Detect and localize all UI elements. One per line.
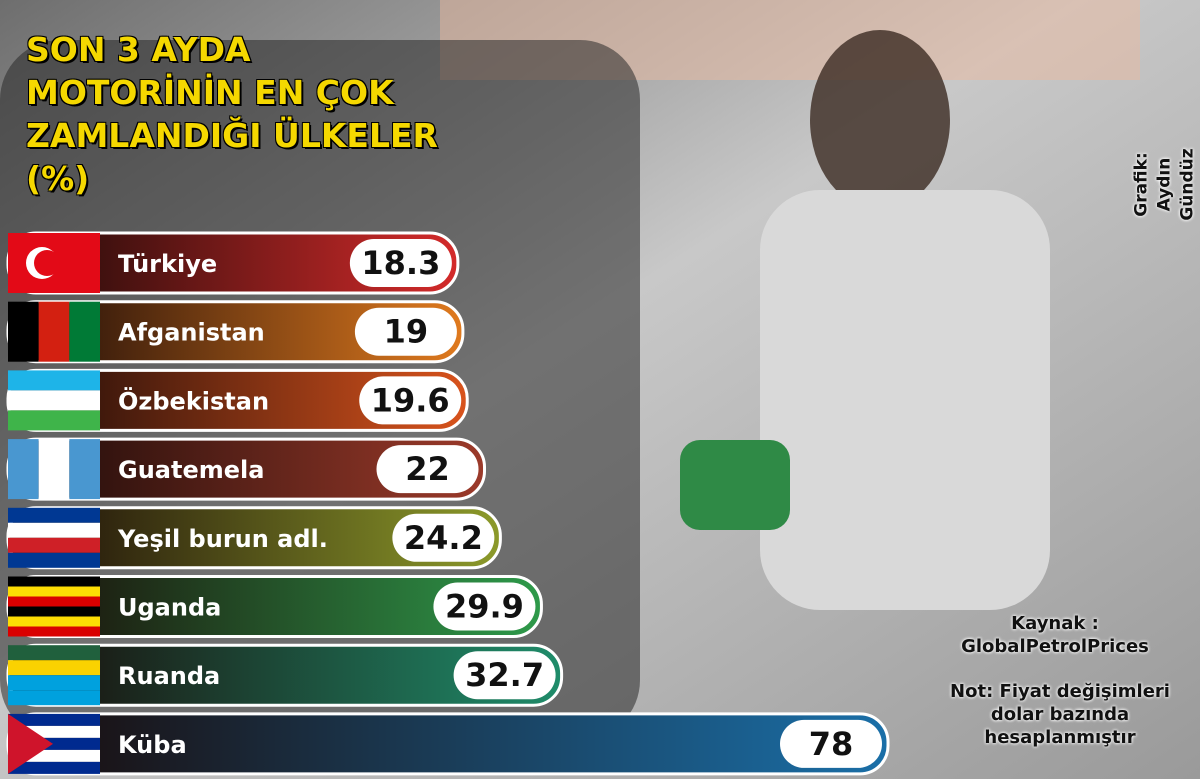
flag-stripe: [8, 390, 100, 411]
credit: Grafik: Aydın Gündüz: [1131, 148, 1198, 221]
source: Kaynak : GlobalPetrolPrices: [961, 613, 1149, 657]
flag-crescent: [34, 250, 60, 276]
flag-stripe: [8, 522, 100, 538]
flag-stripe: [8, 616, 100, 627]
fuel-nozzle: [680, 440, 790, 530]
note: Not: Fiyat değişimleri dolar bazında hes…: [950, 681, 1170, 748]
flag-stripe: [8, 660, 100, 676]
value-pill: [433, 582, 536, 631]
value-pill: [354, 307, 457, 356]
value-pill: [780, 719, 882, 768]
category-label: Küba: [118, 731, 187, 759]
flag-stripe: [8, 370, 100, 391]
flag-stripe: [8, 537, 100, 553]
value-label: 24.2: [404, 519, 483, 557]
flag-stripe: [8, 586, 100, 597]
flag-stripe: [8, 552, 100, 568]
flag-stripe: [8, 761, 100, 774]
category-label: Ruanda: [118, 662, 220, 690]
category-label: Uganda: [118, 594, 221, 622]
value-pill: [376, 445, 479, 494]
flag-stripe: [8, 626, 100, 637]
category-label: Özbekistan: [118, 385, 269, 415]
value-label: 19: [384, 313, 429, 351]
category-label: Afganistan: [118, 319, 265, 347]
flag-stripe: [38, 301, 70, 362]
flag-stripe: [69, 301, 100, 362]
flag-stripe: [69, 439, 100, 500]
value-label: 22: [405, 450, 450, 488]
flag-stripe: [8, 645, 100, 661]
category-label: Yeşil burun adl.: [117, 525, 328, 553]
flag-stripe: [8, 606, 100, 617]
value-pill: [359, 376, 462, 425]
flag-stripe: [8, 690, 100, 706]
chart-title: SON 3 AYDA MOTORİNİN EN ÇOK ZAMLANDIĞI Ü…: [26, 30, 438, 198]
value-label: 18.3: [361, 244, 440, 282]
category-label: Guatemela: [118, 456, 264, 484]
value-pill: [453, 651, 556, 700]
flag-triangle: [8, 713, 53, 774]
person-sweater: [760, 190, 1050, 610]
flag-stripe: [8, 596, 100, 607]
flag-stripe: [8, 410, 100, 431]
value-pill: [392, 513, 495, 562]
person-hair: [810, 30, 950, 210]
value-pill: [349, 239, 452, 287]
flag-stripe: [8, 675, 100, 691]
value-label: 29.9: [445, 588, 524, 626]
flag-stripe: [8, 713, 100, 726]
flag-stripe: [8, 576, 100, 587]
flag-stripe: [8, 507, 100, 523]
value-label: 78: [809, 725, 854, 763]
value-label: 32.7: [465, 656, 544, 694]
category-label: Türkiye: [118, 250, 217, 278]
flag-stripe: [8, 439, 39, 500]
value-label: 19.6: [371, 381, 450, 419]
flag-stripe: [8, 301, 39, 362]
flag-stripe: [38, 439, 70, 500]
